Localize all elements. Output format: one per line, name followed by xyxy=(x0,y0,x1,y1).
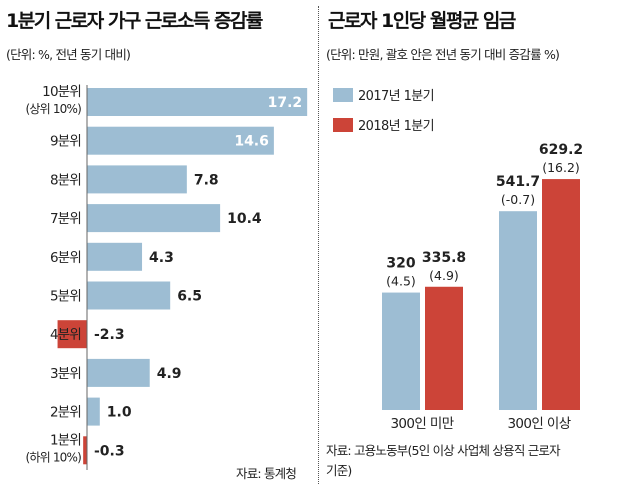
category-label: 1분위 xyxy=(50,432,81,448)
legend-swatch xyxy=(333,88,353,102)
value-label: 14.6 xyxy=(234,134,269,150)
category-label: 9분위 xyxy=(50,134,81,150)
change-label: (4.5) xyxy=(386,274,416,289)
divider xyxy=(318,6,319,484)
bar xyxy=(87,397,100,426)
category-label: 5분위 xyxy=(50,289,81,305)
category-label: 300인 이상 xyxy=(507,416,570,432)
value-label: 629.2 xyxy=(539,142,583,158)
bar xyxy=(87,204,221,233)
left-chart-title: 1분기 근로자 가구 근로소득 증감률 xyxy=(6,10,263,32)
value-label: 320 xyxy=(386,256,415,272)
category-label: (하위 10%) xyxy=(25,450,81,464)
left-chart-unit: (단위: %, 전년 동기 대비) xyxy=(6,47,131,62)
bar xyxy=(425,286,463,410)
value-label: 541.7 xyxy=(496,174,540,190)
right-bar-chart: 2017년 1분기 2018년 1분기 320 (4.5) 335.8 (4.9) 300인… xyxy=(333,88,583,432)
left-source: 자료: 통계청 xyxy=(236,466,297,481)
bar xyxy=(57,320,87,349)
category-label: 7분위 xyxy=(50,211,81,227)
bar xyxy=(83,436,87,465)
right-source-line-2: 기준) xyxy=(326,463,352,478)
value-label: 335.8 xyxy=(422,250,466,266)
value-label: 4.3 xyxy=(149,250,174,266)
category-label: 300인 미만 xyxy=(390,416,453,432)
left-bar-chart: 10분위 (상위 10%) 17.2 9분위 14.6 8분위 7.8 7분위 10.4 6분위 4… xyxy=(25,84,308,470)
legend-label: 2018년 1분기 xyxy=(358,119,434,134)
value-label: 6.5 xyxy=(177,289,202,305)
change-label: (16.2) xyxy=(542,160,580,175)
legend-swatch xyxy=(333,118,353,132)
right-chart-title: 근로자 1인당 월평균 임금 xyxy=(328,10,516,32)
right-source-line-1: 자료: 고용노동부(5인 이상 사업체 상용직 근로자 xyxy=(326,443,561,458)
right-chart-unit: (단위: 만원, 괄호 안은 전년 동기 대비 증감률 %) xyxy=(326,47,560,62)
category-label: 10분위 xyxy=(42,84,81,100)
category-label: 3분위 xyxy=(50,366,81,382)
category-label: 2분위 xyxy=(50,405,81,421)
change-label: (4.9) xyxy=(429,268,459,283)
value-label: 10.4 xyxy=(227,211,262,227)
bar xyxy=(87,88,308,116)
bar xyxy=(542,179,580,410)
change-label: (-0.7) xyxy=(501,192,535,207)
value-label: 17.2 xyxy=(268,95,303,111)
value-label: 7.8 xyxy=(194,172,219,188)
category-label: (상위 10%) xyxy=(25,102,81,116)
bar xyxy=(87,126,274,155)
bar xyxy=(87,358,150,387)
bar xyxy=(87,242,143,271)
legend-label: 2017년 1분기 xyxy=(358,89,434,104)
value-label: -0.3 xyxy=(94,443,125,459)
bar xyxy=(499,211,537,410)
category-label: 4분위 xyxy=(50,327,81,343)
bar xyxy=(382,292,420,410)
value-label: 1.0 xyxy=(107,405,132,421)
value-label: -2.3 xyxy=(94,327,125,343)
value-label: 4.9 xyxy=(157,366,182,382)
category-label: 8분위 xyxy=(50,172,81,188)
bar xyxy=(87,281,171,310)
category-label: 6분위 xyxy=(50,250,81,266)
bar xyxy=(87,165,187,194)
